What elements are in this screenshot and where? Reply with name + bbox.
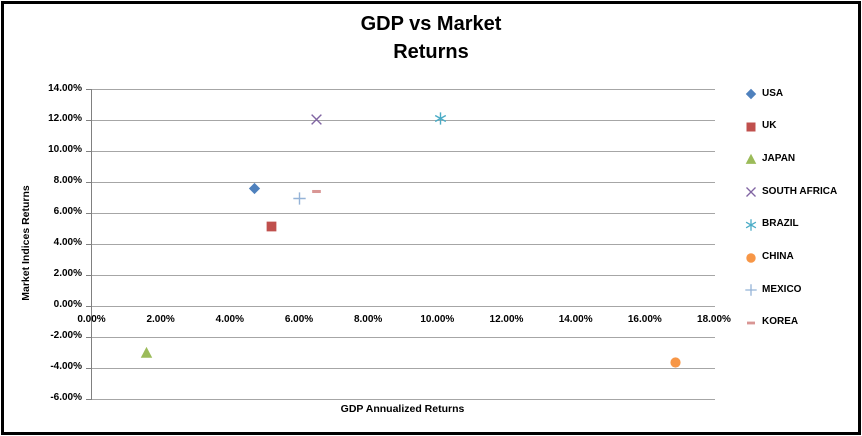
y-axis-tick <box>86 119 92 121</box>
y-axis-tick <box>86 398 92 400</box>
diamond-marker-icon <box>248 182 260 194</box>
triangle-marker-icon <box>745 152 757 165</box>
y-axis-tick <box>86 336 92 338</box>
triangle-marker-icon <box>141 346 153 358</box>
legend-label: CHINA <box>762 251 794 262</box>
gridline <box>92 119 715 121</box>
y-axis-tick <box>86 367 92 369</box>
y-tick-label: -6.00% <box>50 392 82 403</box>
gridline <box>92 212 715 214</box>
square-marker-icon <box>266 221 277 232</box>
y-tick-label: 10.00% <box>48 144 82 156</box>
y-tick-label: -2.00% <box>50 330 82 342</box>
diamond-marker-icon <box>745 87 757 100</box>
gridline <box>92 336 715 338</box>
y-tick-label: 8.00% <box>53 175 82 187</box>
data-point-south-africa[interactable] <box>310 113 323 126</box>
y-tick-label: 2.00% <box>53 268 82 280</box>
x-tick-label: 10.00% <box>420 314 455 325</box>
gridline <box>92 367 715 369</box>
x-tick-label: 14.00% <box>558 314 593 325</box>
legend-label: JAPAN <box>762 152 796 164</box>
x-tick-label: 18.00% <box>697 314 731 325</box>
x-tick-label: 6.00% <box>284 314 314 325</box>
gridline <box>92 150 715 152</box>
legend-item-mexico[interactable]: MEXICO <box>745 281 801 297</box>
plus-marker-icon <box>745 283 757 296</box>
y-tick-label: 6.00% <box>53 206 82 218</box>
x-tick-label: 2.00% <box>146 314 175 325</box>
plot-area <box>91 89 715 400</box>
legend-label: KOREA <box>762 316 799 328</box>
legend-item-korea[interactable]: KOREA <box>745 314 798 330</box>
legend-item-japan[interactable]: JAPAN <box>745 150 795 166</box>
gridline <box>92 305 715 307</box>
x-tick-label: 0.00% <box>77 314 106 325</box>
x-tick-label: 12.00% <box>489 314 524 325</box>
y-axis-tick <box>86 150 92 152</box>
y-axis-tick <box>86 305 92 307</box>
y-tick-label: -4.00% <box>50 361 82 373</box>
y-tick-label: 4.00% <box>53 237 82 249</box>
asterisk-marker-icon <box>745 218 757 231</box>
dash-marker-icon <box>311 189 321 193</box>
data-point-brazil[interactable] <box>434 112 447 125</box>
y-axis-tick <box>86 212 92 214</box>
legend-label: MEXICO <box>762 283 802 295</box>
legend-label: SOUTH AFRICA <box>762 185 838 197</box>
chart-title: GDP vs Market Returns <box>0 10 862 66</box>
legend-item-china[interactable]: CHINA <box>745 249 794 265</box>
legend-item-usa[interactable]: USA <box>745 85 783 101</box>
gridline <box>92 274 715 276</box>
data-point-mexico[interactable] <box>292 192 306 206</box>
gridline <box>92 398 715 400</box>
x-tick-label: 8.00% <box>353 314 383 325</box>
y-tick-label: 12.00% <box>48 113 82 125</box>
chart-title-line1: GDP vs Market <box>360 13 502 35</box>
x-axis-title: GDP Annualized Returns <box>340 403 465 415</box>
gridline <box>92 181 715 183</box>
legend-item-brazil[interactable]: BRAZIL <box>745 216 799 232</box>
dash-marker-icon <box>745 316 757 328</box>
data-point-usa[interactable] <box>248 182 261 195</box>
circle-marker-icon <box>745 251 757 263</box>
gridline <box>92 89 715 90</box>
legend-item-south-africa[interactable]: SOUTH AFRICA <box>745 183 837 199</box>
x-tick-label: 16.00% <box>627 314 662 325</box>
data-point-uk[interactable] <box>265 220 278 233</box>
y-tick-label: 14.00% <box>48 82 82 94</box>
y-axis-tick <box>86 181 92 183</box>
x-marker-icon <box>310 114 322 126</box>
asterisk-marker-icon <box>435 112 447 125</box>
plus-marker-icon <box>292 192 306 206</box>
y-axis-tick <box>86 89 92 90</box>
data-point-korea[interactable] <box>310 185 323 198</box>
y-tick-label: 0.00% <box>53 299 82 311</box>
y-axis-tick <box>86 274 92 276</box>
chart-title-line2: Returns <box>393 41 469 63</box>
circle-marker-icon <box>670 357 682 368</box>
legend-label: USA <box>762 87 784 99</box>
legend-item-uk[interactable]: UK <box>745 118 776 134</box>
data-point-japan[interactable] <box>140 346 153 359</box>
legend-label: BRAZIL <box>762 218 799 230</box>
gridline <box>92 243 715 245</box>
data-point-china[interactable] <box>669 356 682 369</box>
y-axis-tick <box>86 243 92 245</box>
x-marker-icon <box>745 185 757 198</box>
x-tick-label: 4.00% <box>215 314 244 325</box>
square-marker-icon <box>745 120 757 132</box>
legend-label: UK <box>762 120 777 132</box>
